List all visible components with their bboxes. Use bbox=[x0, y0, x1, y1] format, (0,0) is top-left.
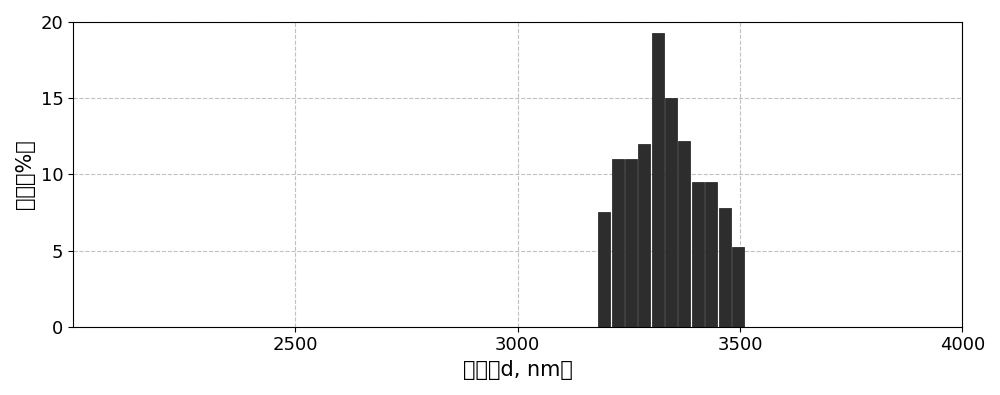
Y-axis label: 强度（%）: 强度（%） bbox=[15, 139, 35, 209]
Bar bbox=[665, 98, 677, 327]
Bar bbox=[638, 144, 650, 327]
Bar bbox=[719, 208, 731, 327]
Bar bbox=[732, 248, 744, 327]
Bar bbox=[598, 213, 610, 327]
Bar bbox=[705, 182, 717, 327]
Bar bbox=[625, 159, 637, 327]
Bar bbox=[678, 141, 690, 327]
Bar bbox=[612, 159, 624, 327]
Bar bbox=[652, 33, 664, 327]
X-axis label: 粒径（d, nm）: 粒径（d, nm） bbox=[463, 360, 573, 380]
Bar bbox=[692, 182, 704, 327]
